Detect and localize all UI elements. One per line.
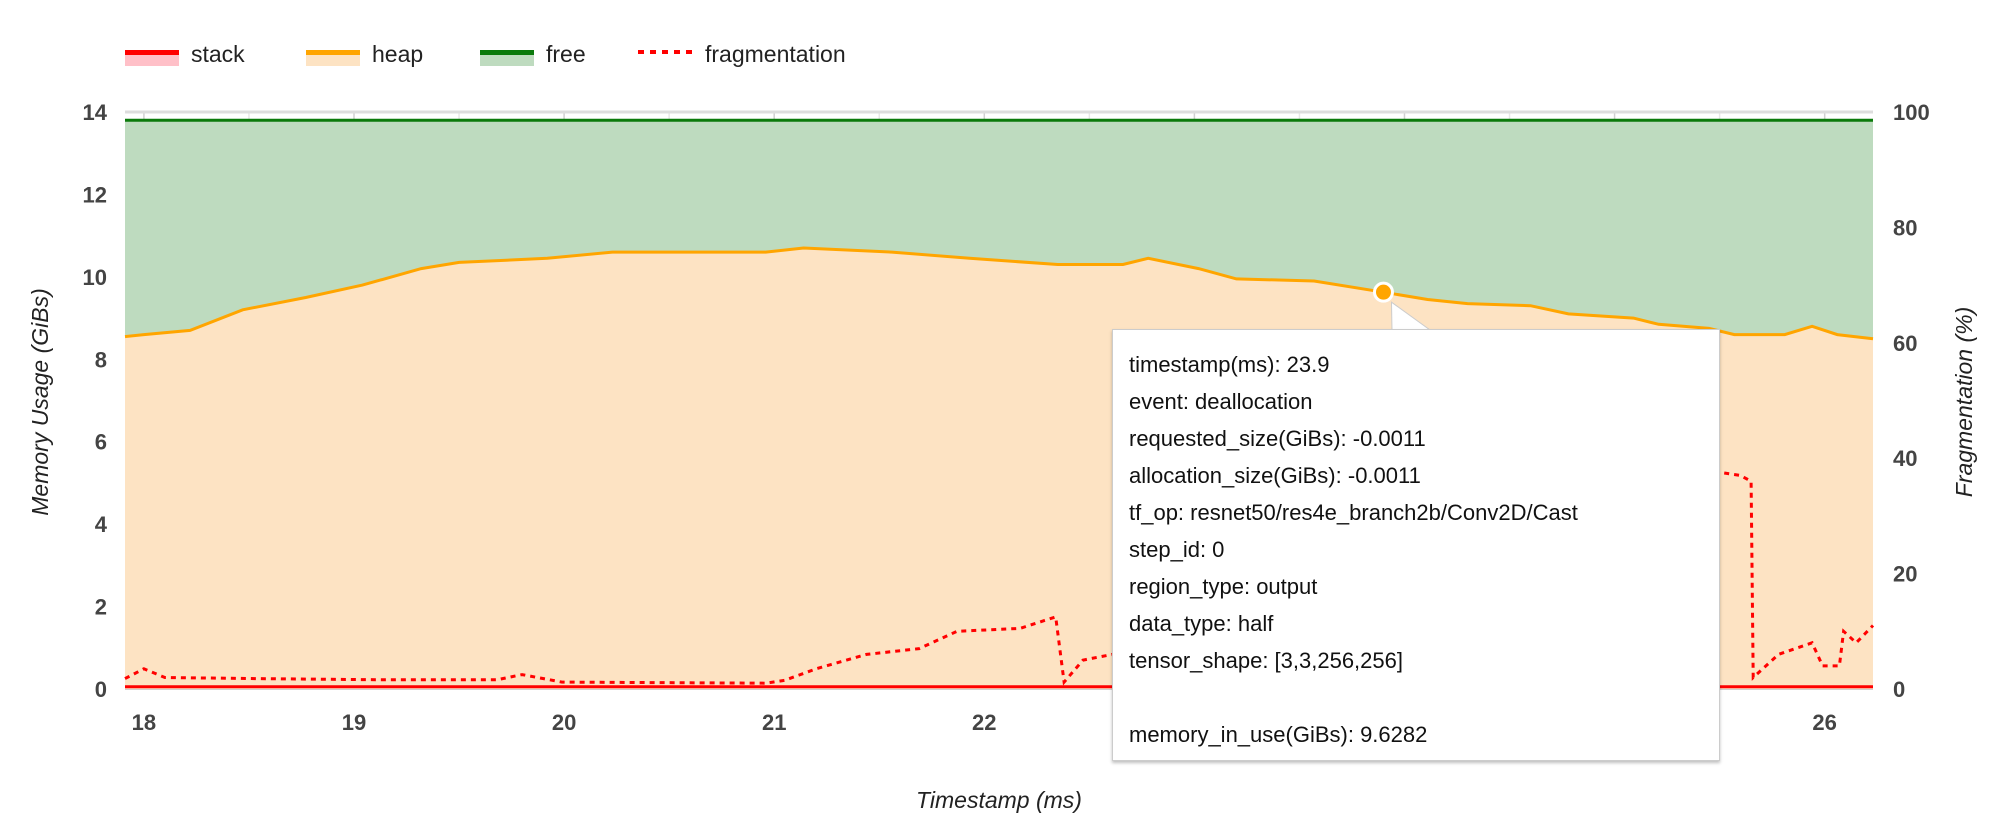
legend-label-free: free xyxy=(546,41,586,67)
fragmentation-line xyxy=(124,471,1875,686)
x-tick-label: 18 xyxy=(132,710,156,735)
tooltip-line-memory-in-use: memory_in_use(GiBs): 9.6282 xyxy=(1129,722,1428,747)
tooltip-line-region-type: region_type: output xyxy=(1129,574,1318,599)
tooltip-line-timestamp: timestamp(ms): 23.9 xyxy=(1129,352,1330,377)
legend-label-heap: heap xyxy=(372,41,423,67)
hover-point[interactable] xyxy=(1372,281,1394,303)
y-axis-title: Memory Usage (GiBs) xyxy=(27,288,53,515)
ticks: 0 2 4 6 8 10 12 14 0 20 40 60 80 100 18 19 20 21 22 26 xyxy=(83,100,1930,735)
x-axis-title: Timestamp (ms) xyxy=(916,787,1082,813)
tooltip: timestamp(ms): 23.9 event: deallocation … xyxy=(1112,329,1720,761)
y2-tick-label: 60 xyxy=(1893,331,1917,356)
tooltip-line-tf-op: tf_op: resnet50/res4e_branch2b/Conv2D/Ca… xyxy=(1129,500,1578,525)
y-tick-label: 14 xyxy=(83,100,108,125)
x-tick-label: 19 xyxy=(342,710,366,735)
tooltip-line-requested-size: requested_size(GiBs): -0.0011 xyxy=(1129,426,1426,451)
legend-line-free xyxy=(480,50,534,55)
tooltip-line-tensor-shape: tensor_shape: [3,3,256,256] xyxy=(1129,648,1403,673)
y2-tick-label: 40 xyxy=(1893,446,1917,471)
hover-marker[interactable] xyxy=(1372,281,1432,331)
legend: stack heap free fragmentation xyxy=(125,41,846,67)
y-tick-label: 6 xyxy=(95,430,107,455)
legend-line-stack xyxy=(125,50,179,55)
x-tick-label: 21 xyxy=(762,710,786,735)
legend-label-fragmentation: fragmentation xyxy=(705,41,846,67)
legend-label-stack: stack xyxy=(191,41,245,67)
x-tick-label: 22 xyxy=(972,710,996,735)
x-tick-label: 26 xyxy=(1812,710,1836,735)
tooltip-line-event: event: deallocation xyxy=(1129,389,1313,414)
tooltip-line-step-id: step_id: 0 xyxy=(1129,537,1225,562)
tooltip-line-allocation-size: allocation_size(GiBs): -0.0011 xyxy=(1129,463,1421,488)
y-tick-label: 12 xyxy=(83,182,107,207)
y2-axis-title: Fragmentation (%) xyxy=(1951,307,1977,497)
y-tick-label: 8 xyxy=(95,347,107,372)
y-tick-label: 4 xyxy=(95,512,108,537)
y2-tick-label: 80 xyxy=(1893,215,1917,240)
x-tick-label: 20 xyxy=(552,710,576,735)
y-tick-label: 0 xyxy=(95,677,107,702)
heap-line xyxy=(124,246,1874,341)
y2-tick-label: 100 xyxy=(1893,100,1930,125)
tooltip-line-data-type: data_type: half xyxy=(1129,611,1274,636)
y-tick-label: 2 xyxy=(95,595,107,620)
y-tick-label: 10 xyxy=(83,265,107,290)
y2-tick-label: 0 xyxy=(1893,677,1905,702)
legend-line-heap xyxy=(306,50,360,55)
y2-tick-label: 20 xyxy=(1893,562,1917,587)
